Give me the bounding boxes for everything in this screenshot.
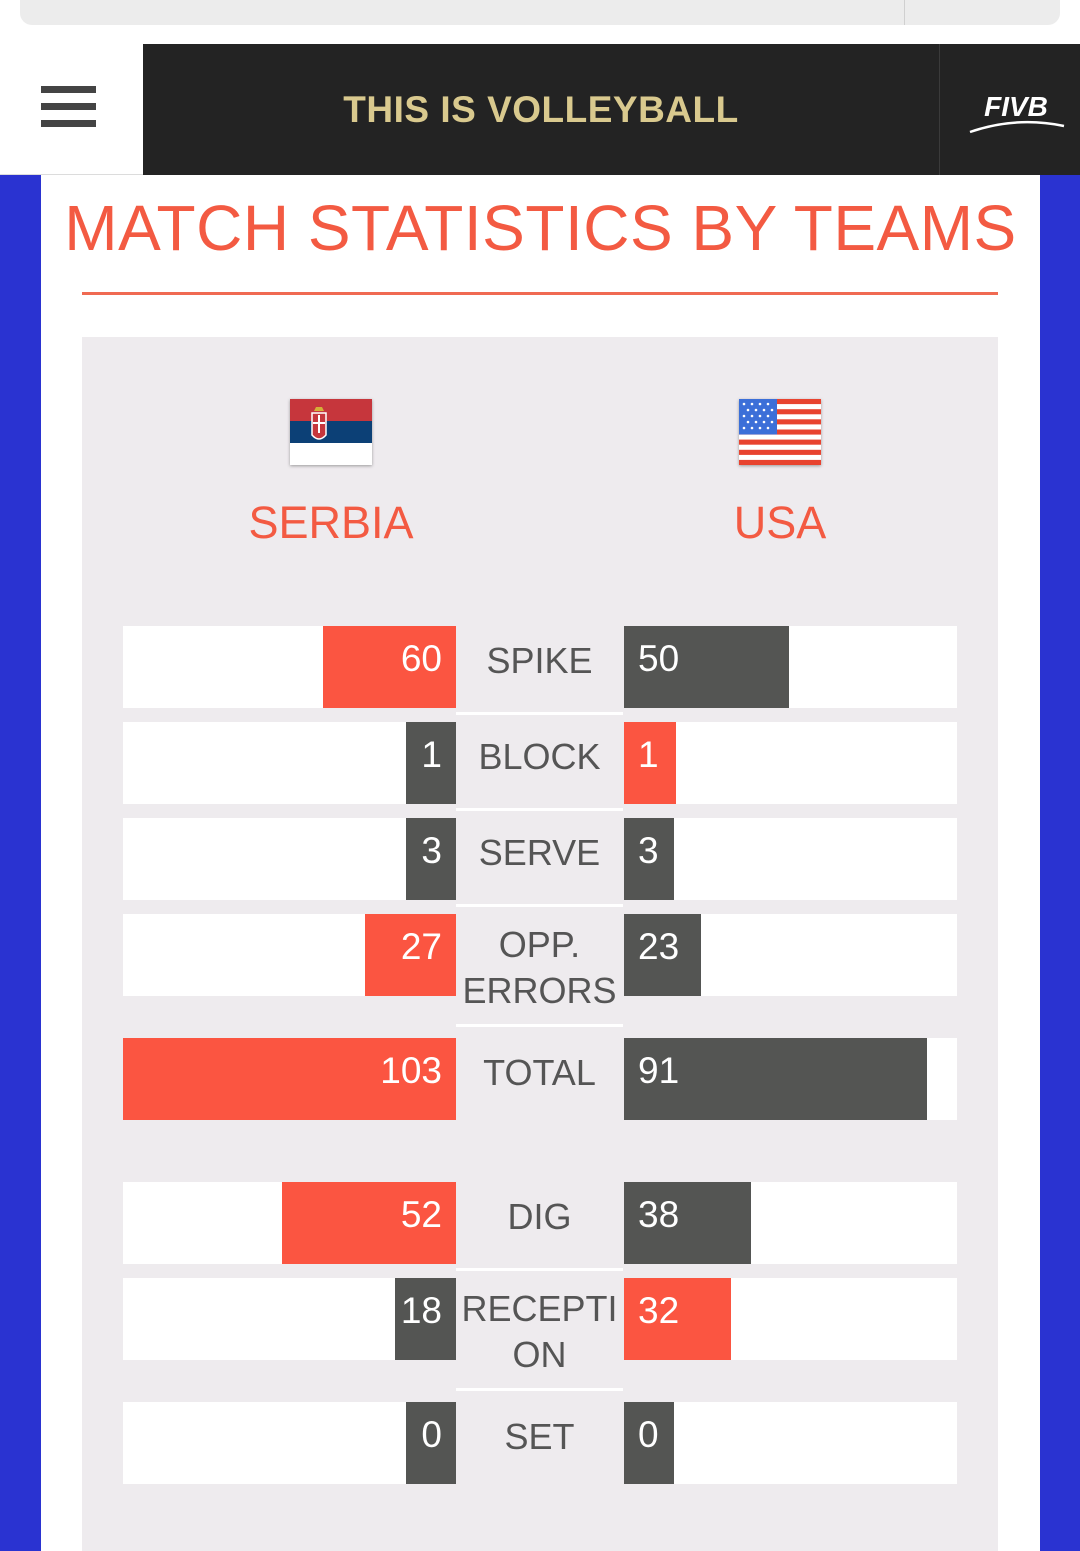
stat-value-left: 18 <box>400 1290 442 1331</box>
team-name: SERBIA <box>248 497 414 548</box>
stat-bar-right: 3 <box>624 818 674 900</box>
stat-value-right: 32 <box>638 1290 680 1331</box>
stat-label: TOTAL <box>483 1052 596 1093</box>
stat-bar-right: 23 <box>624 914 701 996</box>
stat-bar-track-right: 50 <box>624 626 957 708</box>
stat-bar-left: 18 <box>395 1278 456 1360</box>
stat-label-divider <box>456 904 623 907</box>
stat-bar-right: 32 <box>624 1278 731 1360</box>
stat-label: RECEPTI ON <box>461 1288 618 1375</box>
browser-address-bar[interactable] <box>20 0 1060 25</box>
stat-bar-track-left: 0 <box>123 1402 456 1484</box>
serbia-flag-icon <box>290 399 372 465</box>
stat-bar-right: 0 <box>624 1402 674 1484</box>
stat-bar-right: 1 <box>624 722 676 804</box>
address-bar-divider <box>904 0 905 25</box>
browser-top-strip <box>0 0 1080 44</box>
stat-bar-left: 52 <box>282 1182 456 1264</box>
stat-bar-right: 91 <box>624 1038 927 1120</box>
hamburger-menu-icon <box>41 86 96 128</box>
stat-bar-track-right: 23 <box>624 914 957 996</box>
stat-label-divider <box>456 712 623 715</box>
stat-value-right: 3 <box>638 830 659 871</box>
stat-label: SERVE <box>478 832 601 873</box>
stat-label-divider <box>456 1024 623 1027</box>
stat-bar-track-left: 52 <box>123 1182 456 1264</box>
stat-label-divider <box>456 1268 623 1271</box>
stat-label: DIG <box>507 1196 572 1237</box>
stat-value-left: 27 <box>400 926 442 967</box>
stat-bar-track-right: 91 <box>624 1038 957 1120</box>
stat-bar-left: 103 <box>123 1038 456 1120</box>
stat-value-right: 50 <box>638 638 680 679</box>
team-name: USA <box>733 497 827 548</box>
svg-text:FIVB: FIVB <box>984 91 1048 122</box>
menu-button[interactable] <box>0 44 143 175</box>
stat-bar-track-right: 38 <box>624 1182 957 1264</box>
stat-value-left: 0 <box>421 1414 442 1455</box>
stat-bar-track-right: 3 <box>624 818 957 900</box>
stat-value-left: 103 <box>380 1050 442 1091</box>
fivb-logo-link[interactable]: FIVB <box>939 44 1080 175</box>
stat-value-left: 1 <box>421 734 442 775</box>
stat-bar-left: 1 <box>406 722 456 804</box>
site-header: THIS IS VOLLEYBALL FIVB <box>0 44 1080 175</box>
fivb-logo-icon: FIVB <box>969 91 1065 134</box>
stat-bar-track-right: 0 <box>624 1402 957 1484</box>
stat-bar-right: 50 <box>624 626 789 708</box>
stat-bar-left: 27 <box>365 914 456 996</box>
stat-label-divider <box>456 808 623 811</box>
stat-bar-right: 38 <box>624 1182 751 1264</box>
stat-bar-track-left: 103 <box>123 1038 456 1120</box>
stat-label: OPP. ERRORS <box>462 924 617 1011</box>
page-title: MATCH STATISTICS BY TEAMS <box>64 192 1017 264</box>
stat-value-right: 0 <box>638 1414 659 1455</box>
stat-value-left: 52 <box>400 1194 442 1235</box>
stat-bar-track-left: 1 <box>123 722 456 804</box>
stat-bar-track-left: 18 <box>123 1278 456 1360</box>
stat-bar-left: 3 <box>406 818 456 900</box>
stat-label: BLOCK <box>478 736 601 777</box>
title-divider <box>82 292 998 295</box>
stat-bar-left: 0 <box>406 1402 456 1484</box>
usa-flag-icon <box>739 399 821 465</box>
stat-bar-track-right: 1 <box>624 722 957 804</box>
stat-value-right: 38 <box>638 1194 680 1235</box>
stat-value-left: 3 <box>421 830 442 871</box>
stat-label-divider <box>456 1388 623 1391</box>
stat-value-right: 91 <box>638 1050 680 1091</box>
stat-bar-track-left: 27 <box>123 914 456 996</box>
stats-card: SERBIA USA <box>82 337 998 1551</box>
stat-bar-left: 60 <box>323 626 456 708</box>
content-panel: MATCH STATISTICS BY TEAMS SERBIA <box>41 175 1040 1551</box>
stat-value-left: 60 <box>400 638 442 679</box>
stat-label: SET <box>504 1416 575 1457</box>
stat-bar-track-right: 32 <box>624 1278 957 1360</box>
site-title[interactable]: THIS IS VOLLEYBALL <box>343 89 739 130</box>
stat-bar-track-left: 3 <box>123 818 456 900</box>
stat-label: SPIKE <box>486 640 593 681</box>
stat-value-right: 1 <box>638 734 659 775</box>
stat-bar-track-left: 60 <box>123 626 456 708</box>
stat-value-right: 23 <box>638 926 680 967</box>
